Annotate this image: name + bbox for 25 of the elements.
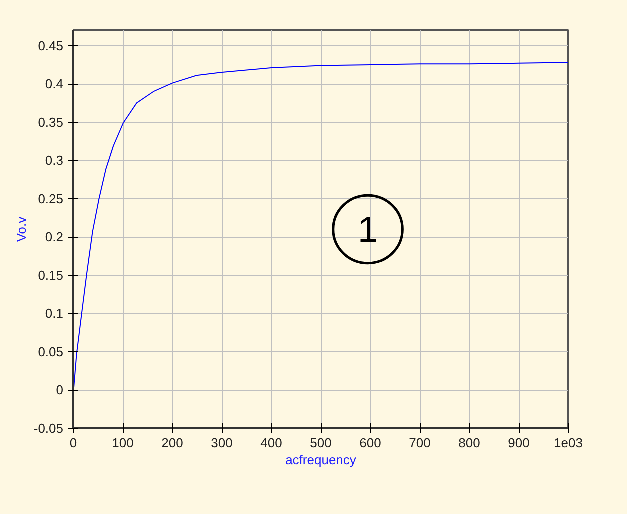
y-tick-label: 0.35 (38, 114, 64, 130)
x-tick-label: 100 (112, 436, 134, 450)
x-tick-label: 200 (162, 436, 184, 450)
x-tick-label: 600 (360, 436, 382, 450)
x-tick-label: 300 (211, 436, 233, 450)
y-tick-label: 0.2 (45, 230, 64, 245)
y-tick-label: 0.45 (38, 38, 64, 54)
y-axis-title: Vo.v (14, 216, 29, 242)
x-tick-label: 900 (508, 436, 530, 450)
x-tick-label: 500 (310, 436, 332, 450)
y-tick-label: 0.3 (45, 153, 64, 168)
x-tick-label: 0 (70, 436, 78, 450)
y-tick-label: 0.4 (45, 76, 64, 92)
y-tick-label: -0.05 (34, 421, 64, 436)
y-tick-label: 0 (56, 382, 64, 398)
x-tick-label: 1e03 (554, 436, 583, 450)
annotation: 1 (358, 209, 378, 250)
x-axis-title: acfrequency (286, 452, 357, 468)
y-tick-label: 0.05 (38, 344, 64, 360)
x-tick-label: 800 (458, 436, 480, 450)
y-tick-label: 0.15 (38, 268, 64, 283)
y-tick-label: 0.1 (45, 306, 64, 322)
x-tick-label: 700 (409, 436, 431, 450)
x-tick-label: 400 (260, 436, 282, 450)
y-tick-label: 0.25 (38, 191, 64, 206)
